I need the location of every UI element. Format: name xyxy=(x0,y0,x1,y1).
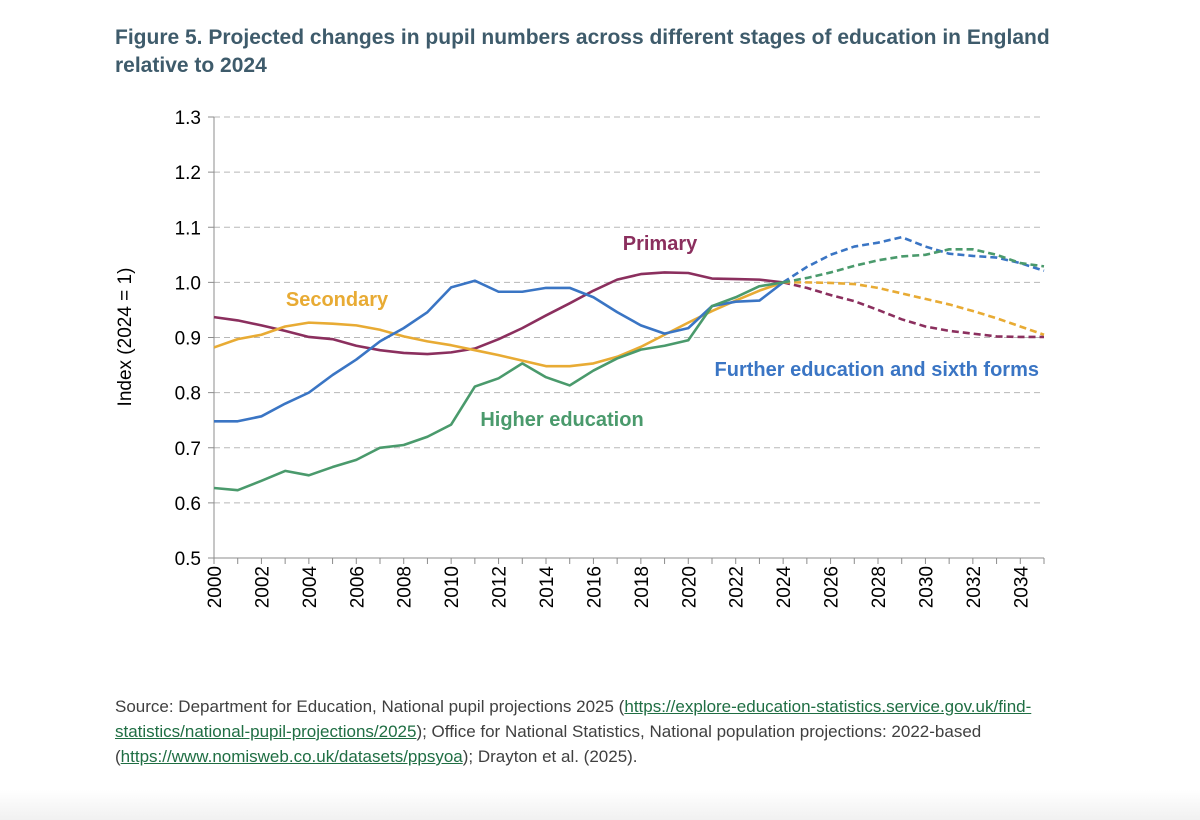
y-tick-label: 1.3 xyxy=(175,108,201,129)
x-tick-label: 2016 xyxy=(584,566,605,608)
y-tick-label: 1.1 xyxy=(175,218,201,239)
source-link-dfe[interactable]: https://explore-education-statistics.ser… xyxy=(115,697,1032,741)
y-tick-label: 1.0 xyxy=(175,273,201,294)
series-annotation: Primary xyxy=(623,233,698,255)
y-tick-label: 0.7 xyxy=(175,439,201,460)
line-chart: 0.5 0.6 0.7 0.8 0.9 1.0 1.1 1.2 1.3 2000 2002 2004… xyxy=(115,108,1045,609)
x-tick-label: 2028 xyxy=(869,566,890,608)
series-lines xyxy=(213,235,1045,492)
source-note: Source: Department for Education, Nation… xyxy=(115,694,1075,769)
x-tick-label: 2012 xyxy=(490,566,511,608)
y-tick-label: 0.9 xyxy=(175,329,201,350)
series-annotation: Further education and sixth forms xyxy=(715,359,1039,381)
x-tick-label: 2000 xyxy=(205,566,226,608)
series-annotation: Higher education xyxy=(480,409,643,431)
series-line-actual xyxy=(214,279,784,423)
y-tick-label: 0.5 xyxy=(175,549,201,570)
x-tick-label: 2026 xyxy=(822,566,843,608)
source-link-nomis[interactable]: https://www.nomisweb.co.uk/datasets/ppsy… xyxy=(120,747,463,766)
x-tick-label: 2020 xyxy=(679,566,700,608)
x-tick-label: 2018 xyxy=(632,566,653,608)
figure-title: Figure 5. Projected changes in pupil num… xyxy=(115,26,1050,77)
y-tick-label: 0.6 xyxy=(175,494,201,515)
series-line-projected xyxy=(782,281,1044,339)
x-tick-label: 2030 xyxy=(916,566,937,608)
x-tick-label: 2006 xyxy=(347,566,368,608)
x-tick-label: 2008 xyxy=(395,566,416,608)
series-line-actual xyxy=(213,271,784,356)
series-annotation: Secondary xyxy=(286,289,389,311)
x-tick-label: 2024 xyxy=(774,566,795,609)
source-text-3: ); Drayton et al. (2025). xyxy=(462,747,638,766)
y-tick-labels: 0.5 0.6 0.7 0.8 0.9 1.0 1.1 1.2 1.3 xyxy=(175,108,201,570)
x-tick-label: 2032 xyxy=(964,566,985,608)
x-tick-label: 2022 xyxy=(727,566,748,608)
source-text-1: Source: Department for Education, Nation… xyxy=(115,697,625,716)
series-line-projected xyxy=(783,281,1045,336)
gridlines xyxy=(214,116,1044,504)
x-tick-label: 2004 xyxy=(300,566,321,609)
series-line-projected xyxy=(782,248,1045,284)
y-tick-label: 0.8 xyxy=(175,384,201,405)
x-tick-labels: 2000 2002 2004 2006 2008 2010 2012 2014 2016 2018… xyxy=(205,566,1032,609)
x-tick-label: 2014 xyxy=(537,566,558,609)
x-tick-label: 2010 xyxy=(442,566,463,608)
series-line-projected xyxy=(782,235,1045,284)
series-line-actual xyxy=(213,281,784,492)
bottom-shadow xyxy=(0,790,1200,820)
series-annotations: Primary Secondary Further education and si… xyxy=(286,233,1039,431)
x-tick-label: 2034 xyxy=(1011,566,1032,609)
y-tick-label: 1.2 xyxy=(175,163,201,184)
axes xyxy=(208,116,1045,564)
y-axis-label: Index (2024 = 1) xyxy=(115,268,136,407)
source-text-2: ); Office for National Statistics, Natio… xyxy=(115,722,982,766)
series-line-actual xyxy=(213,281,784,368)
x-tick-label: 2002 xyxy=(252,566,273,608)
